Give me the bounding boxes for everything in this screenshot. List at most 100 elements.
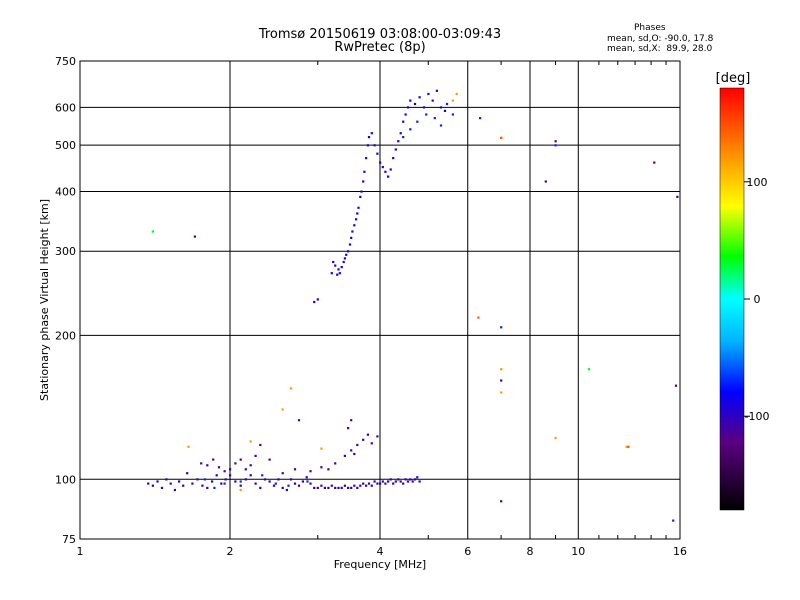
data-point xyxy=(343,454,346,457)
data-point xyxy=(625,445,628,448)
data-point xyxy=(224,478,227,481)
data-point xyxy=(433,117,436,120)
data-point xyxy=(327,468,330,471)
y-tick-label: 400 xyxy=(55,185,76,198)
phases-x-stats: mean, sd,X: 89.9, 28.0 xyxy=(607,44,713,54)
data-point xyxy=(389,168,392,171)
data-point xyxy=(345,253,348,256)
data-point xyxy=(281,408,284,411)
data-point xyxy=(277,478,280,481)
data-point xyxy=(427,92,430,96)
data-point xyxy=(313,486,316,489)
data-point xyxy=(406,106,410,109)
data-point xyxy=(193,235,196,238)
data-point xyxy=(394,148,397,151)
data-point xyxy=(151,230,154,233)
data-point xyxy=(301,480,304,483)
data-point xyxy=(305,476,308,479)
data-point xyxy=(439,124,443,127)
data-point xyxy=(353,484,356,487)
data-point xyxy=(439,106,443,109)
data-point xyxy=(239,488,242,492)
data-point xyxy=(653,161,656,164)
data-point xyxy=(338,272,341,275)
data-point xyxy=(217,466,221,469)
data-point xyxy=(249,440,252,443)
data-point xyxy=(413,102,417,106)
colorbar-tick-label: -100 xyxy=(745,410,770,423)
data-point xyxy=(404,478,407,481)
data-point xyxy=(376,435,379,438)
data-point xyxy=(196,478,199,481)
data-point xyxy=(334,264,337,267)
data-point xyxy=(392,482,395,485)
data-point xyxy=(234,462,237,465)
colorbar-label: [deg] xyxy=(716,71,751,86)
data-point xyxy=(357,206,360,209)
data-point xyxy=(229,474,232,477)
data-point xyxy=(544,180,547,183)
data-points xyxy=(147,89,679,522)
data-point xyxy=(211,480,214,483)
data-point xyxy=(200,462,203,465)
data-point xyxy=(334,462,337,465)
colorbar-ticks: 100 0 -100 xyxy=(744,176,769,423)
data-point xyxy=(365,484,368,487)
x-tick-label: 6 xyxy=(464,545,471,558)
data-point xyxy=(455,92,458,96)
grid-lines xyxy=(80,61,680,539)
data-point xyxy=(212,458,215,461)
data-point xyxy=(477,316,480,319)
data-point xyxy=(359,484,362,487)
data-point xyxy=(337,268,340,271)
data-point xyxy=(249,464,252,467)
plot-frame xyxy=(79,60,681,540)
y-tick-label: 500 xyxy=(55,139,76,152)
data-point xyxy=(343,257,346,260)
data-point xyxy=(406,480,410,483)
data-point xyxy=(268,458,271,461)
phases-title: Phases xyxy=(634,23,666,33)
data-point xyxy=(554,437,557,440)
data-point xyxy=(327,486,330,489)
phases-o-stats: mean, sd,O: -90.0, 17.8 xyxy=(607,34,714,44)
data-point xyxy=(293,482,297,485)
data-point xyxy=(147,482,150,485)
data-point xyxy=(389,478,392,481)
data-point xyxy=(353,224,356,227)
data-point xyxy=(360,190,363,193)
data-point xyxy=(191,482,194,485)
data-point xyxy=(332,260,335,264)
x-tick-label: 16 xyxy=(673,545,687,558)
data-point xyxy=(215,474,218,477)
data-point xyxy=(160,486,164,489)
data-point xyxy=(313,300,316,304)
colorbar-tick-label: 0 xyxy=(754,293,761,306)
x-tick-label: 1 xyxy=(77,545,84,558)
y-axis-label: Stationary phase Virtual Height [km] xyxy=(38,199,51,401)
data-point xyxy=(381,480,384,483)
data-point xyxy=(309,470,312,473)
y-tick-label: 750 xyxy=(55,55,76,68)
data-point xyxy=(206,486,209,489)
data-point xyxy=(362,180,365,183)
data-point xyxy=(402,120,405,123)
data-point xyxy=(229,468,232,471)
data-point xyxy=(418,96,421,99)
data-point xyxy=(402,136,405,139)
data-point xyxy=(381,166,384,169)
data-point xyxy=(479,117,482,120)
data-point xyxy=(359,195,362,198)
data-point xyxy=(367,482,371,485)
data-point xyxy=(500,368,503,371)
data-point xyxy=(627,445,630,448)
data-point xyxy=(363,170,366,173)
data-point xyxy=(356,212,359,215)
data-point xyxy=(259,486,262,489)
data-point xyxy=(239,480,242,483)
data-point xyxy=(343,484,346,487)
data-point xyxy=(500,391,503,394)
data-point xyxy=(203,478,206,481)
data-point xyxy=(206,464,209,467)
data-point xyxy=(356,443,359,447)
